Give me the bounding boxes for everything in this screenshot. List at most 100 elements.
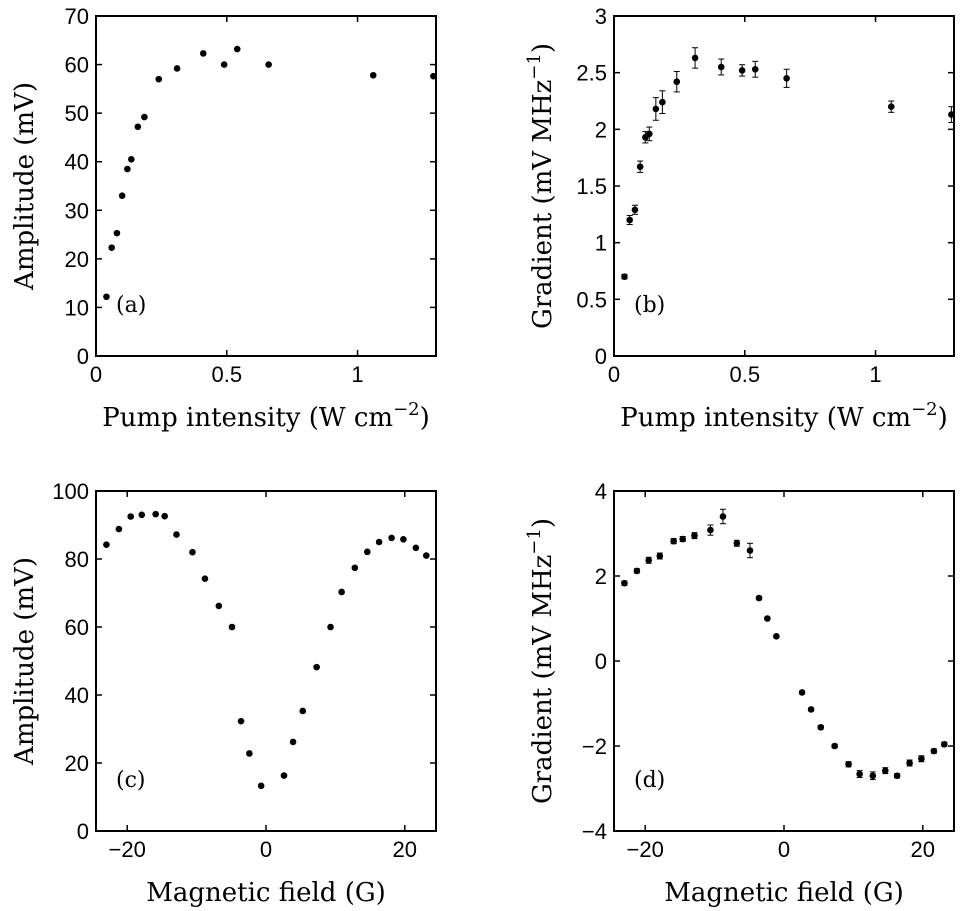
data-point	[707, 526, 714, 534]
data-point	[738, 67, 746, 74]
y-axis-label-sup: −1	[524, 53, 545, 80]
data-point	[173, 65, 181, 72]
data-point	[128, 155, 135, 163]
data-point	[369, 71, 377, 79]
data-point	[817, 724, 825, 731]
x-axis-label: Magnetic field (G)	[664, 878, 904, 908]
panel-b: 0 0.5 1 0 0.5 1 1.5 2 2.5 3 Pump intensity (W cm−2…	[524, 4, 955, 433]
data-point	[691, 532, 698, 539]
data-point	[930, 747, 938, 755]
data-point	[265, 61, 272, 68]
x-tick-label: 0	[260, 837, 272, 862]
data-point	[679, 535, 686, 543]
y-tick-label: 0	[77, 344, 89, 369]
data-point	[124, 165, 131, 173]
data-point	[375, 538, 383, 546]
y-tick-label: −4	[582, 819, 607, 844]
y-tick-label: 10	[65, 295, 89, 320]
x-tick-label: 1	[869, 362, 881, 387]
y-tick-label: 70	[65, 4, 89, 29]
panel-label: (a)	[116, 293, 146, 318]
data-point	[299, 707, 307, 715]
data-point	[940, 741, 948, 748]
y-axis-label-close: )	[528, 518, 558, 528]
x-axis-label: Pump intensity (W cm−2)	[102, 399, 430, 433]
data-point	[141, 113, 148, 121]
data-point	[636, 163, 644, 171]
data-point	[906, 759, 913, 767]
x-axis-label-text: Pump intensity (W cm	[102, 403, 393, 433]
y-axis-label-text: Amplitude (mV)	[10, 82, 40, 291]
x-axis-label: Pump intensity (W cm−2)	[620, 399, 948, 433]
x-tick-label: 0	[608, 362, 620, 387]
y-axis-label: Gradient (mV MHz−1)	[524, 43, 558, 329]
x-tick-label: 0.5	[729, 362, 760, 387]
panel-label: (b)	[634, 293, 665, 318]
data-point	[134, 123, 142, 131]
data-point	[869, 772, 877, 780]
y-tick-label: 30	[65, 198, 89, 223]
y-tick-label: 2.5	[576, 61, 607, 86]
data-point	[646, 130, 653, 138]
data-point	[228, 623, 236, 631]
data-point	[201, 575, 209, 583]
data-point	[831, 742, 838, 750]
data-point	[103, 541, 110, 549]
data-point	[948, 111, 955, 118]
x-axis-label-text: Magnetic field (G)	[146, 878, 386, 908]
data-point	[400, 535, 407, 543]
y-axis-label: Amplitude (mV)	[10, 82, 40, 291]
y-axis-label-sup: −1	[524, 528, 545, 555]
y-tick-label: −2	[582, 734, 607, 759]
axes-frame	[95, 15, 437, 357]
data-point	[621, 579, 628, 587]
data-point	[882, 767, 889, 774]
data-point	[719, 513, 727, 520]
data-point	[751, 65, 759, 73]
data-point	[412, 544, 420, 552]
data-point	[103, 293, 110, 301]
y-axis-label: Amplitude (mV)	[10, 557, 40, 766]
x-axis-label: Magnetic field (G)	[146, 878, 386, 908]
y-tick-label: 2	[595, 564, 607, 589]
data-point	[108, 244, 115, 251]
y-tick-label: 20	[65, 751, 89, 776]
data-point	[161, 512, 168, 520]
data-point	[115, 525, 123, 533]
data-point	[313, 663, 320, 671]
data-point	[289, 738, 297, 746]
x-tick-label: 20	[911, 837, 935, 862]
x-tick-label: −20	[109, 837, 146, 862]
data-point	[388, 534, 395, 542]
data-point	[422, 552, 430, 559]
data-point	[798, 689, 806, 696]
data-point	[233, 45, 241, 53]
data-point	[856, 770, 863, 778]
data-point	[717, 63, 725, 71]
data-point	[327, 623, 334, 631]
y-tick-label: 50	[65, 101, 89, 126]
data-point	[670, 537, 677, 545]
x-axis-label-close: )	[938, 403, 948, 433]
y-axis-label-text: Amplitude (mV)	[10, 557, 40, 766]
data-point	[155, 75, 163, 83]
data-point	[173, 531, 180, 538]
data-point	[783, 75, 790, 82]
panel-label: (d)	[634, 768, 665, 793]
y-tick-label: 0	[77, 819, 89, 844]
data-point	[691, 54, 699, 62]
data-point	[918, 755, 925, 763]
y-tick-label: 60	[65, 615, 89, 640]
data-point	[633, 567, 641, 575]
panel-label: (c)	[116, 768, 146, 793]
y-tick-label: 100	[52, 479, 89, 504]
y-axis-label-close: )	[528, 43, 558, 53]
data-point	[138, 511, 146, 519]
y-tick-label: 60	[65, 53, 89, 78]
x-axis-label-sup: −2	[911, 399, 938, 420]
data-point	[189, 548, 196, 556]
data-point	[673, 78, 681, 86]
data-point	[652, 105, 660, 113]
y-tick-label: 1.5	[576, 174, 607, 199]
